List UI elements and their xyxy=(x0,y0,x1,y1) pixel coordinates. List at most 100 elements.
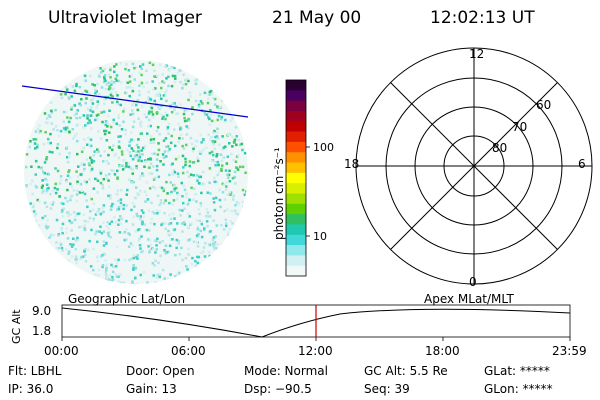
uv-speckle xyxy=(216,105,219,108)
uv-speckle xyxy=(217,170,221,174)
uv-speckle xyxy=(167,84,170,88)
uv-speckle xyxy=(225,162,229,165)
uv-speckle xyxy=(92,202,96,205)
uv-speckle xyxy=(95,114,99,117)
uv-speckle xyxy=(131,172,134,175)
uv-speckle xyxy=(34,138,38,141)
uv-speckle xyxy=(80,163,83,167)
uv-speckle xyxy=(190,222,193,225)
uv-speckle xyxy=(83,180,87,183)
uv-speckle xyxy=(231,222,234,225)
uv-speckle xyxy=(203,91,207,95)
uv-speckle xyxy=(222,156,226,159)
uv-speckle xyxy=(66,156,69,159)
uv-speckle xyxy=(168,147,171,151)
uv-speckle xyxy=(137,117,140,120)
uv-speckle xyxy=(188,175,191,178)
uv-speckle xyxy=(115,74,119,77)
uv-speckle xyxy=(49,141,52,145)
uv-speckle xyxy=(75,261,78,264)
uv-speckle xyxy=(197,105,201,108)
uv-speckle xyxy=(97,130,100,133)
uv-speckle xyxy=(169,222,173,225)
uv-speckle xyxy=(68,250,71,253)
uv-speckle xyxy=(128,94,131,98)
uv-speckle xyxy=(199,93,202,96)
uv-speckle xyxy=(173,66,176,70)
uv-speckle xyxy=(69,182,72,186)
uv-speckle xyxy=(60,96,64,100)
uv-speckle xyxy=(200,235,204,239)
uv-speckle xyxy=(102,244,106,247)
uv-speckle xyxy=(156,237,159,240)
terminator-line xyxy=(21,85,249,118)
uv-speckle xyxy=(59,243,63,246)
uv-speckle xyxy=(222,228,226,231)
uv-speckle xyxy=(49,202,53,206)
uv-speckle xyxy=(137,138,140,141)
uv-speckle xyxy=(92,187,96,190)
uv-speckle xyxy=(131,202,135,205)
uv-speckle xyxy=(163,277,166,280)
uv-speckle xyxy=(170,190,173,194)
uv-speckle xyxy=(96,191,99,194)
uv-speckle xyxy=(84,253,87,257)
uv-speckle xyxy=(212,153,215,157)
uv-speckle xyxy=(96,82,99,86)
uv-speckle xyxy=(187,212,190,216)
uv-speckle xyxy=(117,258,120,262)
uv-speckle xyxy=(115,63,118,66)
uv-speckle xyxy=(67,259,70,262)
uv-speckle xyxy=(71,85,75,88)
timeline-x-tick-0: 00:00 xyxy=(44,344,79,358)
uv-speckle xyxy=(111,275,114,279)
uv-speckle xyxy=(212,97,215,100)
uv-speckle xyxy=(84,247,87,251)
uv-speckle xyxy=(57,134,61,138)
uv-speckle xyxy=(233,138,237,142)
uv-speckle xyxy=(187,200,191,203)
uv-speckle xyxy=(188,164,191,168)
uv-speckle xyxy=(138,84,141,87)
uv-speckle xyxy=(109,194,112,197)
uv-speckle xyxy=(76,189,79,193)
uv-speckle xyxy=(43,201,47,205)
uv-speckle xyxy=(181,171,185,175)
uv-speckle xyxy=(207,116,210,119)
uv-speckle xyxy=(90,158,93,162)
uv-speckle xyxy=(228,142,231,145)
uv-speckle xyxy=(62,110,66,114)
uv-speckle xyxy=(241,165,245,169)
uv-speckle xyxy=(181,209,184,212)
uv-speckle xyxy=(146,281,149,284)
uv-speckle xyxy=(165,114,169,117)
uv-speckle xyxy=(97,73,101,76)
uv-speckle xyxy=(227,234,230,237)
uv-speckle xyxy=(192,187,196,190)
uv-speckle xyxy=(62,207,65,211)
uv-speckle xyxy=(110,80,113,83)
uv-speckle xyxy=(212,141,215,144)
uv-speckle xyxy=(131,168,134,171)
uv-speckle xyxy=(179,128,182,131)
uv-speckle xyxy=(236,212,239,216)
uv-speckle xyxy=(83,192,87,196)
uv-speckle xyxy=(199,251,203,255)
uv-speckle xyxy=(137,239,141,243)
colorbar-band xyxy=(286,152,306,164)
uv-speckle xyxy=(135,150,138,154)
uv-speckle xyxy=(103,77,106,81)
uv-speckle xyxy=(175,186,178,190)
uv-speckle xyxy=(67,120,71,124)
uv-speckle xyxy=(166,145,170,148)
uv-speckle xyxy=(166,277,170,280)
uv-speckle xyxy=(108,146,111,149)
uv-speckle xyxy=(46,219,49,222)
uv-speckle xyxy=(72,189,76,192)
uv-speckle xyxy=(189,173,193,176)
uv-speckle xyxy=(40,186,44,189)
colorbar-band xyxy=(286,203,306,215)
uv-speckle xyxy=(88,239,91,243)
uv-speckle xyxy=(206,211,210,214)
colorbar-label-100: 100 xyxy=(313,141,334,154)
